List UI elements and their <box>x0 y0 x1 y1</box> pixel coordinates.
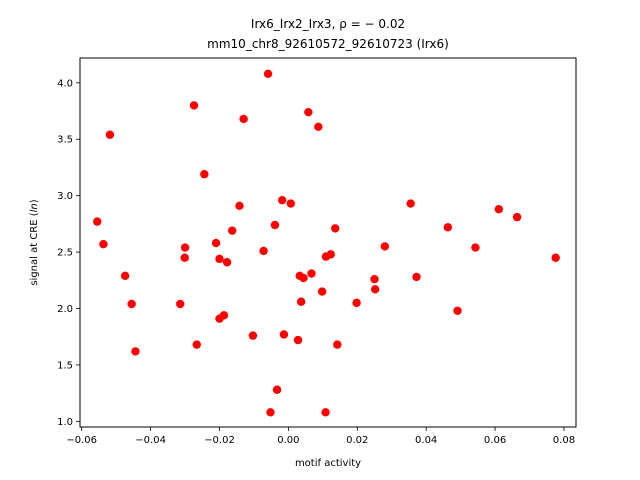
chart-title-line2: mm10_chr8_92610572_92610723 (Irx6) <box>207 37 449 51</box>
data-point-53 <box>551 253 560 262</box>
y-axis-label-italic: ln <box>29 203 40 212</box>
data-point-16 <box>222 258 232 267</box>
y-tick-label: 2.0 <box>57 304 73 315</box>
data-point-27 <box>279 330 289 339</box>
data-point-48 <box>443 223 453 232</box>
data-point-37 <box>321 408 330 417</box>
x-axis-label: motif activity <box>295 458 361 469</box>
data-point-11 <box>200 170 209 179</box>
data-point-9 <box>189 101 199 110</box>
data-point-24 <box>270 220 280 230</box>
data-point-42 <box>352 298 361 308</box>
data-point-50 <box>471 243 480 252</box>
data-point-2 <box>105 130 115 139</box>
x-tick-label: −0.04 <box>135 435 166 446</box>
data-point-6 <box>176 299 185 309</box>
chart-title-line1: Irx6_Irx2_Irx3, ρ = − 0.02 <box>251 17 405 31</box>
data-point-22 <box>263 69 273 79</box>
data-point-26 <box>277 195 287 205</box>
data-point-0 <box>93 217 102 226</box>
y-tick-label: 3.0 <box>57 191 73 202</box>
data-point-52 <box>512 212 522 222</box>
x-tick-label: −0.06 <box>66 435 97 446</box>
data-point-1 <box>99 239 108 249</box>
data-point-33 <box>304 107 313 117</box>
data-point-7 <box>180 243 190 252</box>
y-tick-label: 4.0 <box>57 78 73 89</box>
data-point-43 <box>370 274 379 284</box>
data-point-3 <box>120 271 130 280</box>
data-point-29 <box>293 335 303 345</box>
data-point-32 <box>299 273 308 283</box>
y-axis: 1.0 1.5 2.0 2.5 3.0 3.5 4.0 <box>57 78 80 428</box>
y-tick-label: 1.5 <box>57 360 73 371</box>
data-point-17 <box>228 226 237 235</box>
data-point-36 <box>317 287 327 296</box>
data-point-13 <box>215 254 224 264</box>
data-point-47 <box>412 272 421 282</box>
x-axis: −0.06 −0.04 −0.02 0.00 0.02 0.04 0.06 0.08 <box>66 427 575 446</box>
data-point-45 <box>380 242 390 251</box>
data-point-34 <box>307 269 316 278</box>
data-point-40 <box>331 224 340 233</box>
x-tick-label: −0.02 <box>204 435 235 446</box>
x-tick-label: 0.08 <box>553 435 575 446</box>
x-tick-label: 0.02 <box>346 435 368 446</box>
points-layer <box>93 69 560 417</box>
data-point-10 <box>192 340 201 349</box>
data-point-8 <box>180 253 189 262</box>
data-point-12 <box>211 238 221 248</box>
data-point-4 <box>127 299 136 309</box>
data-point-31 <box>296 297 306 306</box>
data-point-28 <box>286 199 295 208</box>
data-point-41 <box>333 340 342 349</box>
data-point-23 <box>266 408 275 417</box>
y-tick-label: 2.5 <box>57 248 73 259</box>
data-point-20 <box>248 331 258 340</box>
y-tick-label: 3.5 <box>57 135 73 146</box>
data-point-49 <box>453 306 462 315</box>
data-point-21 <box>259 246 268 256</box>
x-tick-label: 0.04 <box>415 435 437 446</box>
data-point-39 <box>326 250 335 259</box>
data-point-35 <box>314 122 323 132</box>
data-point-18 <box>235 201 244 211</box>
data-point-46 <box>406 199 415 208</box>
x-tick-label: 0.00 <box>277 435 299 446</box>
data-point-25 <box>272 385 282 394</box>
data-point-51 <box>494 205 504 214</box>
y-axis-label: signal at CRE (ln) <box>29 199 40 285</box>
data-point-5 <box>131 347 140 356</box>
x-tick-label: 0.06 <box>484 435 506 446</box>
plot-frame <box>79 57 577 428</box>
y-tick-label: 1.0 <box>57 417 73 428</box>
data-point-15 <box>219 311 229 320</box>
data-point-44 <box>370 285 380 294</box>
data-point-19 <box>239 114 248 124</box>
y-axis-label-prefix: signal at CRE ( <box>29 212 40 285</box>
y-axis-label-suffix: ) <box>29 199 40 203</box>
